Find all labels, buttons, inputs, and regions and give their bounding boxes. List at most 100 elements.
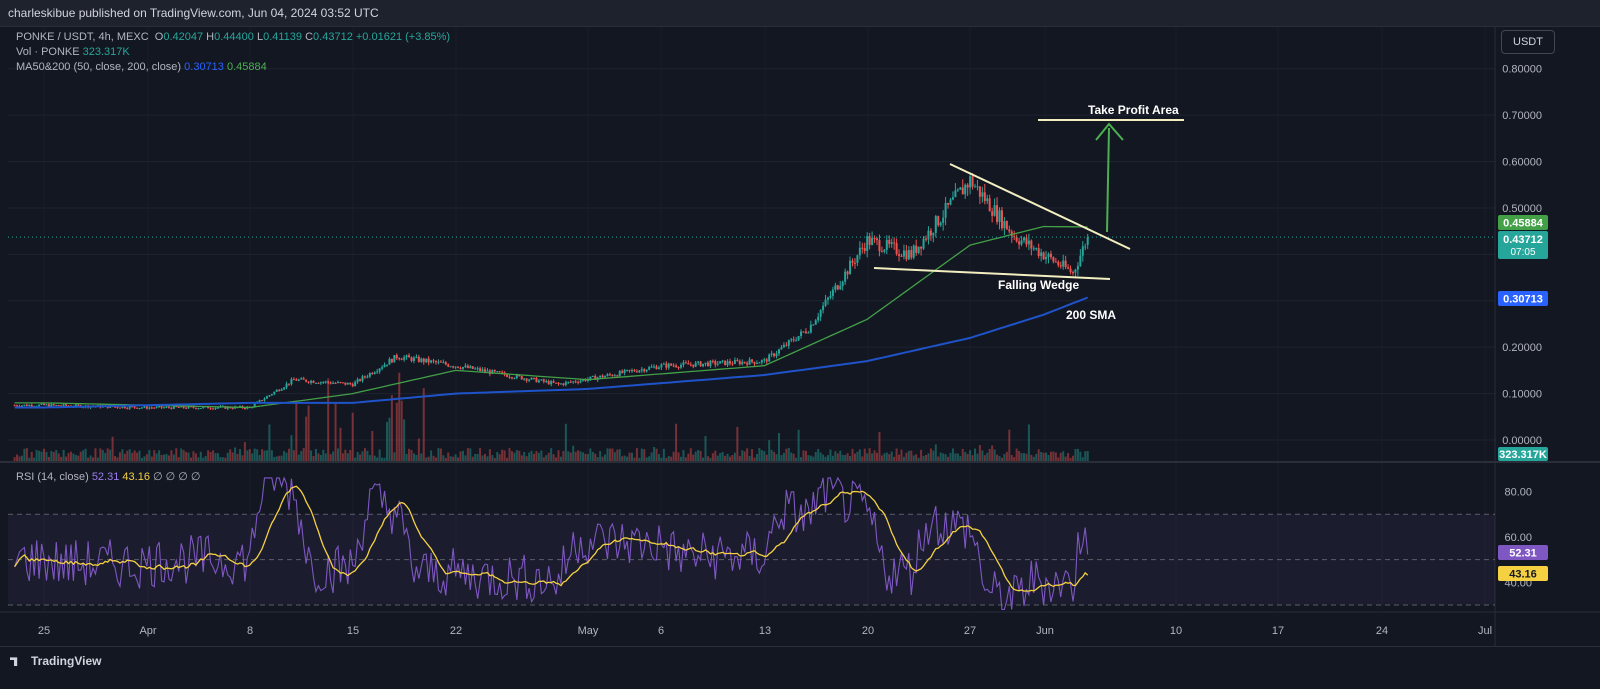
candle-body — [332, 382, 335, 384]
tradingview-logo[interactable]: TradingView — [10, 654, 101, 668]
candle-body — [452, 366, 455, 368]
volume-bar — [758, 448, 761, 461]
volume-bar — [510, 451, 513, 461]
volume-bar — [878, 431, 881, 461]
candle-body — [790, 339, 793, 341]
candle-body — [430, 360, 433, 363]
candle-body — [839, 285, 842, 290]
volume-bar — [836, 453, 839, 461]
candle-body — [439, 361, 442, 363]
candle-body — [672, 365, 675, 367]
candle-body — [165, 406, 168, 408]
candle-body — [819, 310, 822, 317]
time-tick-label: Jun — [1036, 625, 1054, 637]
volume-bar — [427, 456, 430, 461]
volume-bar — [165, 454, 168, 461]
volume-bar — [888, 454, 891, 461]
volume-bar — [84, 448, 87, 461]
volume-bar — [20, 455, 23, 461]
ma50-line — [14, 225, 1088, 409]
volume-bar — [280, 455, 283, 461]
candle-body — [197, 408, 200, 410]
candle-body — [177, 406, 180, 408]
ma200-value: 0.45884 — [226, 61, 267, 73]
candle-body — [479, 368, 482, 371]
candle-body — [1062, 260, 1065, 267]
candle-body — [841, 281, 844, 286]
candle-body — [16, 405, 19, 407]
sma-label: 200 SMA — [1066, 308, 1116, 322]
candle-body — [481, 369, 484, 371]
volume-bar — [332, 451, 335, 461]
candle-body — [969, 176, 972, 188]
ma-label: MA50&200 (50, close, 200, close) — [16, 61, 182, 73]
candle-body — [623, 369, 626, 373]
candle-body — [633, 370, 636, 372]
candle-body — [684, 362, 687, 364]
candle-body — [822, 305, 825, 311]
symbol-line: PONKE / USDT, 4h, MEXC — [16, 31, 149, 43]
countdown-tag: 07:05 — [1510, 247, 1535, 258]
candle-body — [285, 383, 288, 388]
volume-bar — [185, 451, 188, 461]
candle-body — [689, 364, 692, 366]
volume-bar — [317, 453, 320, 461]
currency-button[interactable]: USDT — [1501, 30, 1555, 54]
candle-body — [699, 361, 702, 367]
candle-body — [40, 403, 43, 405]
volume-bar — [1079, 451, 1082, 461]
volume-bar — [731, 455, 734, 461]
candle-body — [836, 285, 839, 290]
volume-bar — [829, 449, 832, 461]
volume-bar — [937, 456, 940, 461]
candle-body — [116, 406, 119, 408]
candle-body — [692, 364, 695, 367]
volume-bar — [702, 457, 705, 461]
candle-body — [334, 382, 337, 384]
drawings[interactable]: Take Profit Area Falling Wedge 200 SMA — [873, 103, 1184, 322]
volume-bar — [584, 453, 587, 461]
volume-bar — [1032, 456, 1035, 461]
candle-body — [1023, 237, 1025, 241]
price-tick-label: 0.60000 — [1502, 157, 1542, 169]
volume-bar — [934, 444, 937, 461]
candle-body — [1054, 261, 1057, 263]
volume-bar — [1042, 452, 1045, 461]
volume-bar — [1040, 452, 1043, 461]
candle-body — [800, 331, 803, 336]
volume-bar — [729, 456, 731, 461]
candle-body — [856, 255, 859, 263]
volume-bar — [395, 402, 398, 461]
candle-body — [432, 360, 435, 362]
volume-bar — [283, 451, 286, 461]
volume-bar — [180, 448, 183, 461]
rsi-value: 52.31 — [91, 471, 120, 483]
rsi-tag: 52.31 — [1509, 548, 1537, 560]
candle-body — [721, 360, 724, 362]
volume-bar — [824, 456, 827, 461]
candle-body — [680, 364, 682, 368]
volume-bar — [638, 457, 641, 461]
candle-body — [709, 360, 712, 367]
candle-body — [121, 406, 124, 408]
volume-bar — [922, 455, 925, 461]
volume-bar — [716, 455, 719, 461]
candle-body — [363, 376, 366, 378]
volume-bar — [704, 436, 707, 461]
volume-bar — [464, 455, 467, 461]
volume-bar — [643, 449, 646, 461]
candle-body — [202, 406, 205, 409]
candle-body — [1072, 272, 1074, 274]
volume-bar — [917, 457, 920, 461]
candle-body — [1045, 256, 1048, 260]
volume-bar — [547, 452, 550, 461]
volume-bar — [964, 452, 967, 461]
volume-bar — [577, 450, 580, 461]
volume-bar — [23, 448, 26, 461]
candle-body — [677, 367, 680, 369]
candle-body — [243, 408, 246, 410]
candle-body — [444, 362, 447, 365]
volume-bar — [104, 453, 107, 461]
volume-bar — [1074, 449, 1077, 461]
